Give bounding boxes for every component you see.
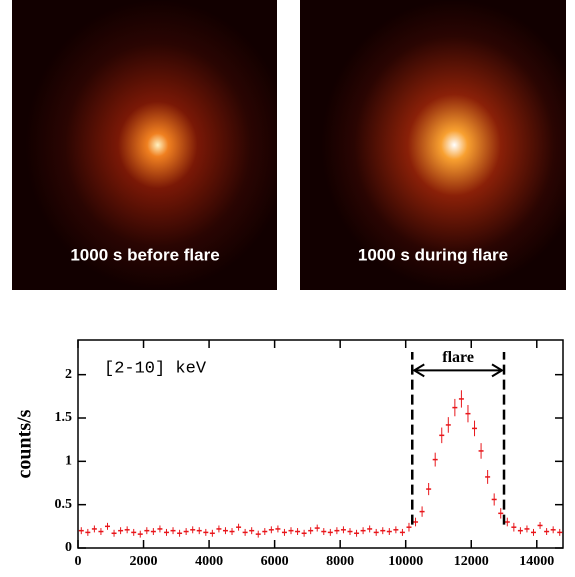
image-label: 1000 s before flare xyxy=(70,245,219,264)
y-tick-label: 0.5 xyxy=(55,497,73,512)
arrow-head xyxy=(491,363,504,378)
x-tick-label: 10000 xyxy=(388,554,423,569)
x-tick-label: 8000 xyxy=(326,554,354,569)
arrow-head xyxy=(412,363,425,378)
x-tick-label: 4000 xyxy=(195,554,223,569)
x-tick-label: 2000 xyxy=(130,554,158,569)
plot-frame xyxy=(77,339,564,549)
image-label: 1000 s during flare xyxy=(358,245,508,264)
y-tick-label: 1 xyxy=(65,454,72,469)
y-axis-label: counts/s xyxy=(14,409,36,478)
y-tick-label: 0 xyxy=(65,540,72,555)
image-during xyxy=(300,0,566,290)
y-tick-label: 1.5 xyxy=(55,410,73,425)
x-tick-label: 6000 xyxy=(261,554,289,569)
flare-label: flare xyxy=(442,349,474,366)
annotation: [2-10] keV xyxy=(104,359,207,378)
x-tick-label: 12000 xyxy=(454,554,489,569)
x-tick-label: 0 xyxy=(75,554,82,569)
image-before xyxy=(12,0,277,290)
y-tick-label: 2 xyxy=(65,367,72,382)
x-tick-label: 14000 xyxy=(519,554,554,569)
